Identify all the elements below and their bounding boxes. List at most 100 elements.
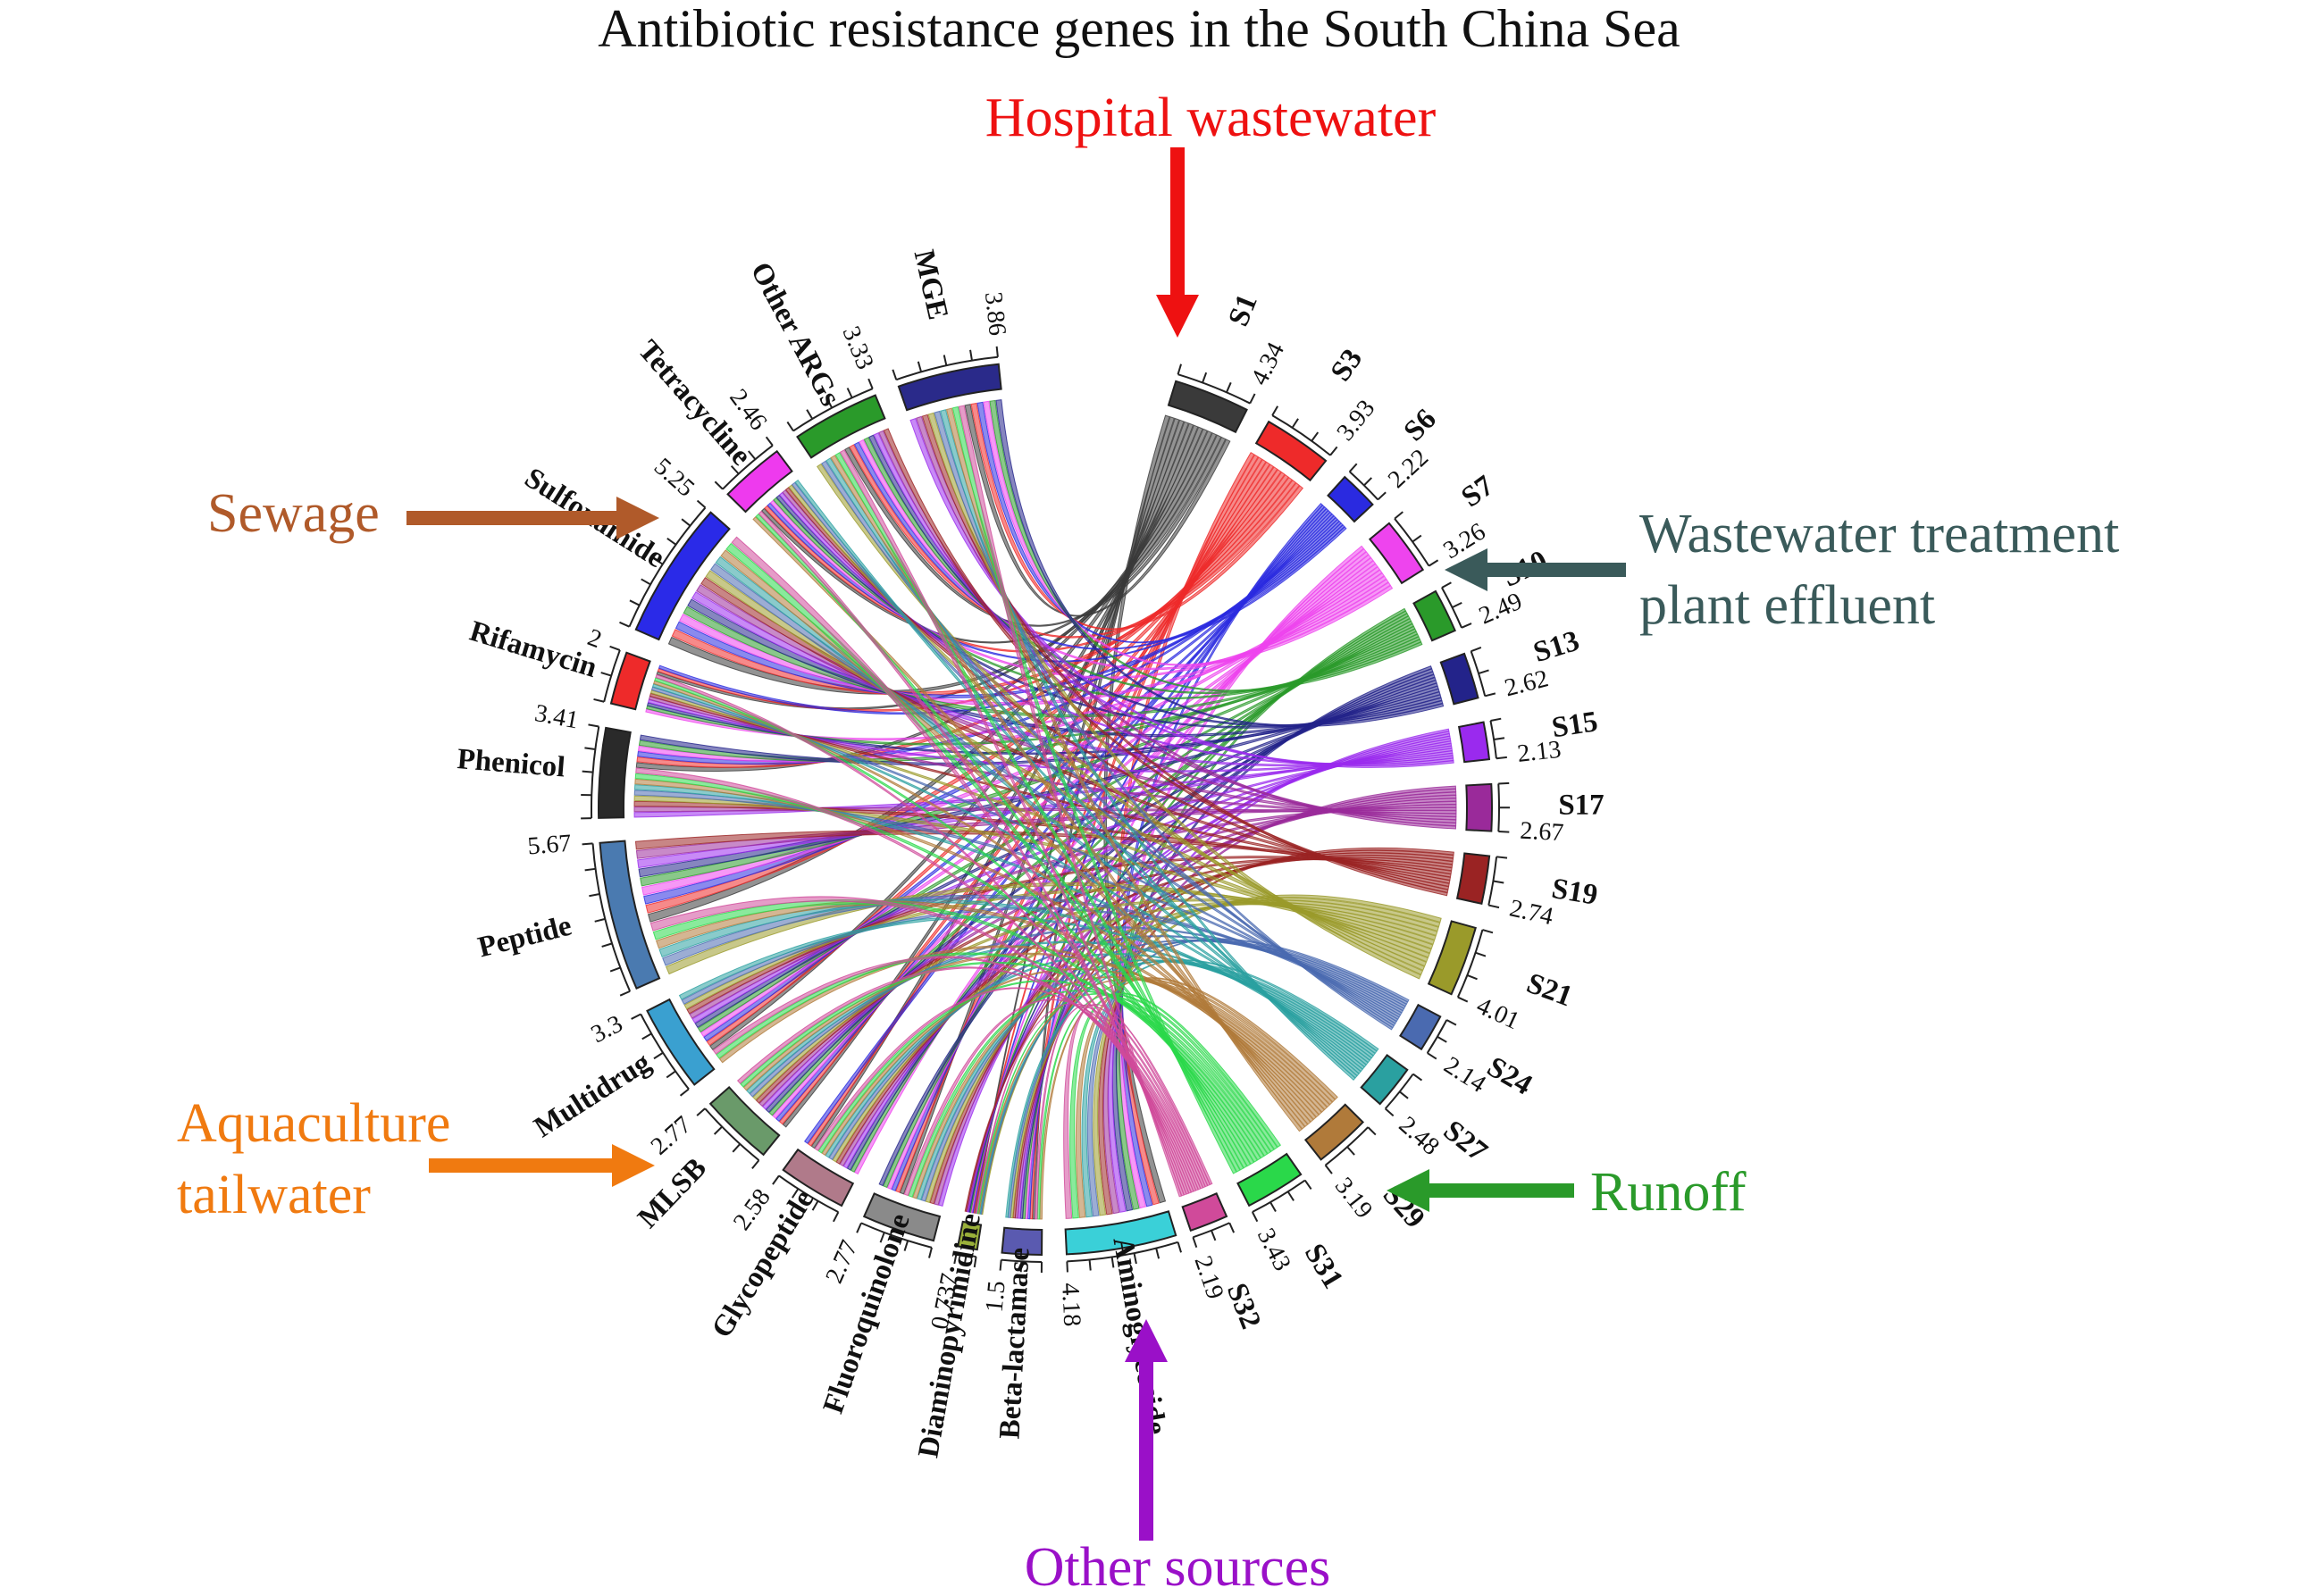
- gene-tick: [666, 537, 677, 546]
- gene-label-phenicol: Phenicol: [456, 743, 566, 784]
- site-tick: [1251, 1211, 1259, 1223]
- site-tick: [1482, 929, 1494, 934]
- gene-tick: [892, 369, 898, 380]
- ribbon-site-s15: [633, 748, 1454, 818]
- ribbon-site-s27: [715, 556, 1362, 1074]
- gene-tick: [751, 1159, 760, 1170]
- gene-label-multidrug: Multidrug: [529, 1046, 657, 1144]
- ribbon-site-s29: [752, 516, 1309, 1128]
- gene-tick: [879, 1232, 885, 1243]
- site-arc-s1: [1167, 380, 1248, 434]
- gene-tick: [589, 893, 600, 898]
- site-tick: [1394, 511, 1403, 520]
- gene-arc-mge: [897, 363, 1002, 412]
- gene-tick: [609, 966, 621, 973]
- site-tick: [1211, 1230, 1217, 1241]
- gene-tick: [594, 917, 606, 923]
- site-label-s15: S15: [1550, 706, 1600, 744]
- site-tick: [1496, 856, 1508, 859]
- gene-label-mlsb: MLSB: [632, 1152, 713, 1234]
- ribbon-site-s15: [647, 698, 1454, 773]
- gene-axis-mge: [895, 355, 999, 381]
- gene-tick: [713, 1125, 723, 1135]
- site-tick: [1478, 669, 1489, 674]
- ribbon-site-s6: [976, 401, 1347, 644]
- ribbon-site-s7: [772, 560, 1377, 1119]
- gene-tick: [772, 1174, 780, 1185]
- ribbon-site-s3: [970, 402, 1304, 631]
- gene-tick: [1088, 1259, 1092, 1271]
- site-label-s17: S17: [1558, 790, 1604, 822]
- gene-tick: [681, 518, 691, 527]
- gene-tick: [584, 747, 596, 750]
- gene-label-peptide: Peptide: [475, 910, 575, 965]
- gene-tick: [1177, 1241, 1182, 1253]
- ribbon-site-s21: [816, 463, 1424, 975]
- site-tick: [1428, 559, 1439, 567]
- gene-tick: [609, 645, 621, 651]
- gene-arc-glycopeptide: [782, 1148, 855, 1207]
- ribbon-site-s17: [695, 584, 1457, 821]
- site-arc-s27: [1360, 1054, 1409, 1106]
- site-arc-s10: [1412, 589, 1457, 642]
- site-label-s3: S3: [1325, 343, 1369, 387]
- site-label-s13: S13: [1529, 625, 1583, 670]
- site-arc-s31: [1236, 1152, 1303, 1207]
- gene-value-fluoroquinolone: 2.77: [820, 1236, 863, 1287]
- gene-tick: [653, 1051, 664, 1060]
- gene-arc-rifamycin: [609, 651, 651, 711]
- site-tick: [1348, 463, 1358, 472]
- ribbon-site-s1: [964, 404, 1231, 617]
- gene-tick: [856, 1222, 862, 1233]
- gene-label-other-args: Other ARGs: [744, 257, 847, 412]
- ribbon-site-s17: [916, 415, 1457, 830]
- gene-tick: [653, 557, 664, 565]
- site-tick: [1445, 1019, 1457, 1026]
- site-tick: [1412, 1073, 1423, 1082]
- site-arc-s17: [1465, 782, 1493, 832]
- gene-arc-mlsb: [708, 1085, 781, 1157]
- gene-tick: [679, 1088, 690, 1097]
- ribbon-site-s27: [940, 409, 1356, 1081]
- gene-tick: [584, 867, 596, 872]
- gene-arc-phenicol: [598, 726, 632, 819]
- site-arc-s6: [1327, 475, 1374, 523]
- gene-value-mge: 3.86: [979, 290, 1011, 337]
- gene-tick: [1155, 1248, 1160, 1259]
- source-label-aquaculture: Aquaculture: [177, 1093, 450, 1154]
- gene-label-rifamycin: Rifamycin: [465, 615, 600, 684]
- ribbon-site-s15: [909, 417, 1454, 768]
- site-tick: [1269, 1201, 1277, 1212]
- site-label-s27: S27: [1437, 1115, 1494, 1168]
- site-value-s27: 2.48: [1394, 1111, 1445, 1161]
- source-label-wwtp: Wastewater treatment: [1639, 504, 2119, 564]
- ribbon-site-s17: [839, 798, 1457, 1167]
- site-tick: [1399, 1090, 1409, 1099]
- ribbon-site-s32: [635, 767, 1194, 1193]
- ribbon-site-s32: [1035, 1004, 1211, 1220]
- gene-tick: [619, 621, 630, 628]
- site-value-s7: 3.26: [1438, 518, 1490, 564]
- site-arc-s13: [1439, 652, 1479, 706]
- site-tick: [1385, 1107, 1395, 1117]
- ribbon-site-s32: [758, 510, 1187, 1196]
- gene-value-other-args: 3.33: [837, 322, 879, 373]
- gene-tick: [582, 770, 593, 773]
- gene-axis-fluoroquinolone: [860, 1222, 933, 1249]
- gene-tick: [811, 1200, 819, 1211]
- source-label-runoff: Runoff: [1590, 1162, 1747, 1223]
- site-value-s13: 2.62: [1502, 664, 1551, 702]
- site-label-s32: S32: [1220, 1279, 1267, 1333]
- gene-tick: [963, 1255, 968, 1266]
- gene-tick: [666, 1070, 676, 1079]
- gene-tick: [786, 421, 794, 431]
- gene-tick: [696, 499, 707, 509]
- ribbon-site-s29: [830, 455, 1306, 1130]
- ribbon-site-s31: [654, 677, 1252, 1167]
- site-tick: [1498, 831, 1510, 833]
- ribbon-site-s15: [691, 591, 1454, 767]
- gene-value-aminoglycoside: 4.18: [1056, 1283, 1085, 1327]
- ribbon-site-s29: [1039, 978, 1336, 1220]
- ribbon-site-s7: [983, 400, 1394, 666]
